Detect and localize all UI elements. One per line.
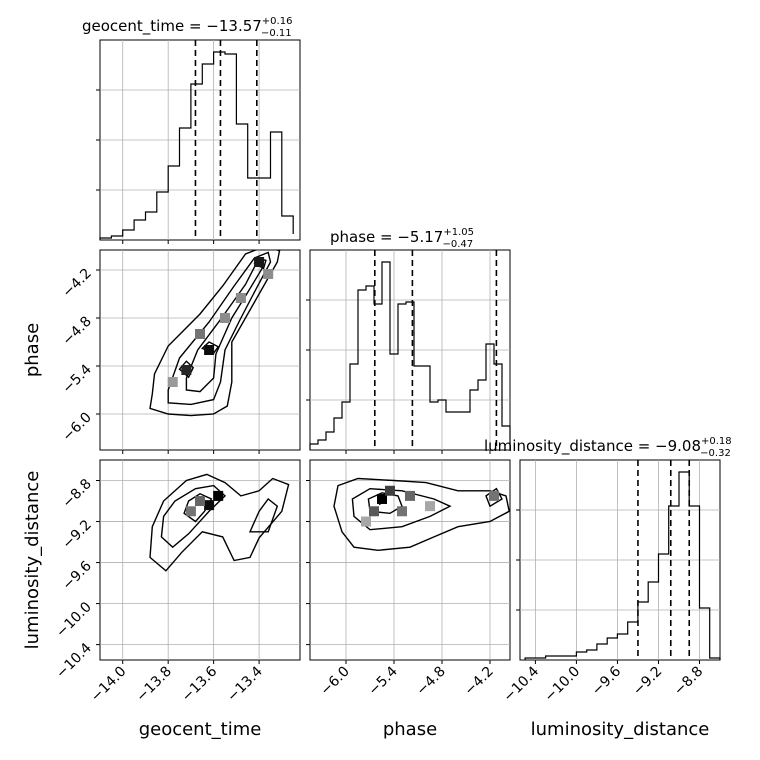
pair-phase-vs-luminosity-distance-cell-2	[369, 506, 379, 517]
pair-geocent-time-vs-phase-plot	[100, 250, 300, 450]
xticklabel-luminosity-distance-4: −8.8	[671, 664, 706, 699]
pair-geocent-time-vs-luminosity-distance-cell-2	[185, 506, 196, 517]
yticklabel-luminosity-distance-2: −9.6	[59, 558, 94, 593]
xticklabel-geocent-time-2: −13.6	[179, 663, 221, 705]
pair-geocent-time-vs-luminosity-distance-contour-1	[160, 484, 227, 549]
pair-geocent-time-vs-phase-cell-3	[195, 329, 205, 339]
title-upper-error: +1.05	[443, 227, 474, 238]
pair-geocent-time-vs-phase-cell-6	[167, 377, 178, 387]
xticklabel-phase-3: −4.2	[461, 664, 496, 699]
hist-geocent-time-steps	[99, 51, 294, 240]
pair-geocent-time-vs-phase-contour-1	[167, 251, 272, 406]
pair-phase-vs-luminosity-distance-contour-1	[351, 487, 452, 531]
pair-phase-vs-luminosity-distance-cell-0	[377, 493, 387, 504]
hist-phase-steps	[309, 261, 511, 450]
pair-geocent-time-vs-phase-cell-7	[263, 269, 274, 279]
pair-geocent-time-vs-luminosity-distance-panel	[99, 459, 301, 661]
title-param: geocent_time = −13.57	[82, 17, 262, 36]
pair-geocent-time-vs-luminosity-distance-cell-1	[204, 500, 215, 511]
xticklabel-geocent-time-1: −13.8	[133, 664, 175, 706]
pair-geocent-time-vs-luminosity-distance-cell-0	[213, 490, 224, 501]
pair-phase-vs-luminosity-distance-cell-3	[397, 506, 407, 517]
xlabel-phase: phase	[383, 719, 437, 740]
pair-geocent-time-vs-luminosity-distance-contour-3	[248, 498, 279, 533]
title-param: phase = −5.17	[330, 228, 443, 246]
pair-geocent-time-vs-luminosity-distance-plot	[100, 460, 300, 660]
xticklabel-luminosity-distance-0: −10.4	[501, 663, 543, 705]
pair-phase-vs-luminosity-distance-cell-6	[489, 490, 499, 501]
xlabel-geocent-time: geocent_time	[139, 719, 262, 740]
pair-geocent-time-vs-phase-cell-0	[204, 345, 215, 355]
pair-phase-vs-luminosity-distance-contour-2	[367, 492, 403, 515]
xticklabel-geocent-time-0: −14.0	[88, 664, 130, 706]
yticklabel-luminosity-distance-4: −10.4	[53, 640, 95, 682]
pair-geocent-time-vs-phase-cell-1	[181, 365, 192, 375]
yticklabel-luminosity-distance-3: −10.0	[53, 599, 95, 641]
ylabel-luminosity-distance: luminosity_distance	[22, 471, 43, 650]
pair-phase-vs-luminosity-distance-cell-4	[405, 490, 415, 501]
title-phase: phase = −5.17+1.05 −0.47	[330, 227, 474, 250]
xticklabel-phase-0: −6.0	[317, 664, 352, 699]
yticklabel-phase-2: −5.4	[59, 361, 94, 396]
pair-geocent-time-vs-phase-panel	[99, 249, 301, 451]
yticklabel-luminosity-distance-1: −9.2	[59, 517, 94, 552]
pair-geocent-time-vs-luminosity-distance-cell-3	[195, 496, 205, 507]
title-upper-error: +0.18	[701, 436, 732, 447]
yticklabel-phase-0: −4.2	[59, 266, 94, 301]
title-upper-error: +0.16	[262, 16, 293, 27]
pair-phase-vs-luminosity-distance-cell-7	[361, 516, 371, 527]
xticklabel-luminosity-distance-1: −10.0	[542, 664, 584, 706]
pair-geocent-time-vs-phase-cell-5	[235, 293, 246, 303]
title-lower-error: −0.47	[443, 239, 474, 250]
ylabel-phase: phase	[22, 323, 43, 377]
pair-geocent-time-vs-luminosity-distance-contour-2	[183, 493, 213, 523]
pair-phase-vs-luminosity-distance-cell-5	[425, 501, 435, 512]
pair-phase-vs-luminosity-distance-contour-0	[333, 477, 510, 552]
title-luminosity-distance: luminosity_distance = −9.08+0.18 −0.32	[484, 436, 732, 459]
xticklabel-luminosity-distance-3: −9.2	[630, 664, 665, 699]
title-geocent-time: geocent_time = −13.57+0.16 −0.11	[82, 16, 292, 39]
pair-phase-vs-luminosity-distance-contour-4	[485, 487, 503, 508]
yticklabel-luminosity-distance-0: −8.8	[59, 476, 94, 511]
title-lower-error: −0.32	[700, 448, 731, 459]
pair-phase-vs-luminosity-distance-plot	[310, 460, 510, 660]
yticklabel-phase-3: −6.0	[59, 410, 94, 445]
yticklabel-phase-1: −4.8	[59, 314, 94, 349]
title-lower-error: −0.11	[261, 28, 292, 39]
title-param: luminosity_distance = −9.08	[484, 437, 701, 456]
xticklabel-geocent-time-3: −13.4	[224, 663, 266, 705]
xticklabel-phase-2: −4.8	[413, 664, 448, 699]
pair-geocent-time-vs-phase-cell-2	[254, 257, 265, 267]
pair-phase-vs-luminosity-distance-panel	[309, 459, 511, 661]
pair-geocent-time-vs-phase-cell-4	[220, 313, 230, 323]
xlabel-luminosity-distance: luminosity_distance	[531, 719, 710, 740]
pair-geocent-time-vs-luminosity-distance-contour-0	[149, 473, 290, 572]
xticklabel-phase-1: −5.4	[365, 663, 400, 698]
pair-geocent-time-vs-phase-contour-0	[149, 250, 281, 417]
xticklabel-luminosity-distance-2: −9.6	[589, 663, 624, 698]
pair-phase-vs-luminosity-distance-cell-1	[385, 485, 395, 496]
